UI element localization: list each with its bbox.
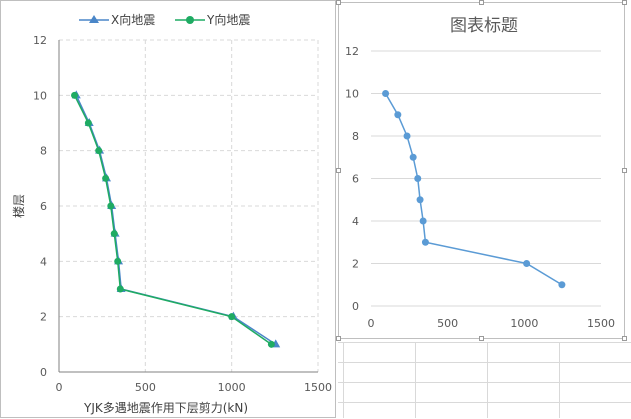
left-gridlines bbox=[58, 39, 319, 373]
legend-y-circle-icon bbox=[186, 16, 194, 24]
resize-handle[interactable] bbox=[336, 336, 341, 341]
data-point-s1-3[interactable] bbox=[102, 174, 110, 182]
data-point-s0-5[interactable] bbox=[416, 196, 424, 204]
data-point-s0-0[interactable] bbox=[382, 90, 390, 97]
resize-handle[interactable] bbox=[622, 168, 627, 173]
chart-right[interactable]: 图表标题 0 2 4 6 8 10 12 0 500 1000 1500 bbox=[338, 2, 625, 339]
sheet-gridline bbox=[338, 342, 631, 343]
data-point-s0-1[interactable] bbox=[394, 111, 402, 119]
sheet-gridline bbox=[415, 342, 416, 418]
x-axis-title: YJK多遇地震作用下层剪力(kN) bbox=[83, 400, 248, 415]
chart-title: 图表标题 bbox=[450, 16, 518, 36]
y-tick-label: 8 bbox=[352, 130, 359, 143]
y-tick-label: 6 bbox=[352, 173, 359, 186]
data-point-s1-0[interactable] bbox=[71, 91, 79, 99]
y-tick-label: 8 bbox=[40, 145, 47, 158]
resize-handle[interactable] bbox=[336, 0, 341, 5]
chart-right-svg: 图表标题 0 2 4 6 8 10 12 0 500 1000 1500 bbox=[345, 16, 615, 330]
data-point-s0-8[interactable] bbox=[523, 260, 531, 267]
x-tick-label: 1000 bbox=[218, 381, 246, 394]
resize-handle[interactable] bbox=[479, 0, 484, 5]
data-point-s0-3[interactable] bbox=[409, 153, 417, 161]
sheet-gridline bbox=[338, 362, 631, 363]
data-point-s1-7[interactable] bbox=[116, 285, 124, 293]
y-tick-label: 2 bbox=[352, 258, 359, 271]
y-tick-label: 12 bbox=[345, 45, 359, 58]
sheet-gridline bbox=[487, 342, 488, 418]
sheet-gridline bbox=[338, 402, 631, 403]
right-tick-labels: 0 2 4 6 8 10 12 0 500 1000 1500 bbox=[345, 45, 615, 330]
y-tick-label: 4 bbox=[40, 255, 47, 268]
legend-y-label: Y向地震 bbox=[206, 12, 250, 27]
data-point-s1-4[interactable] bbox=[107, 202, 115, 210]
y-tick-label: 10 bbox=[345, 88, 359, 101]
y-tick-label: 0 bbox=[40, 366, 47, 379]
data-point-s1-9[interactable] bbox=[267, 340, 275, 348]
sheet-gridline bbox=[338, 382, 631, 383]
data-point-s0-2[interactable] bbox=[403, 132, 411, 140]
data-point-s1-8[interactable] bbox=[228, 313, 236, 321]
x-tick-label: 500 bbox=[135, 381, 156, 394]
y-tick-label: 12 bbox=[33, 34, 47, 47]
data-point-s0-4[interactable] bbox=[414, 175, 422, 182]
x-tick-label: 500 bbox=[437, 317, 458, 330]
x-tick-label: 1000 bbox=[510, 317, 538, 330]
left-tick-labels: 0 2 4 6 8 10 12 0 500 1000 1500 bbox=[33, 34, 332, 394]
x-tick-label: 1500 bbox=[304, 381, 332, 394]
data-point-s1-5[interactable] bbox=[110, 230, 118, 238]
data-point-s0-7[interactable] bbox=[421, 238, 429, 246]
sheet-gridline bbox=[343, 342, 344, 418]
right-gridlines bbox=[371, 50, 601, 307]
y-tick-label: 4 bbox=[352, 215, 359, 228]
data-point-s1-1[interactable] bbox=[84, 119, 92, 127]
data-point-s0-9[interactable] bbox=[558, 281, 566, 289]
x-tick-label: 1500 bbox=[587, 317, 615, 330]
sheet-gridline bbox=[559, 342, 560, 418]
y-tick-label: 6 bbox=[40, 200, 47, 213]
legend: X向地震 Y向地震 bbox=[79, 12, 250, 27]
left-axes bbox=[58, 40, 318, 373]
resize-handle[interactable] bbox=[622, 0, 627, 5]
resize-handle[interactable] bbox=[622, 336, 627, 341]
resize-handle[interactable] bbox=[336, 168, 341, 173]
data-point-s1-2[interactable] bbox=[95, 147, 103, 155]
legend-x-label: X向地震 bbox=[111, 12, 155, 27]
chart-left[interactable]: 0 2 4 6 8 10 12 0 500 1000 1500 YJK多遇地震作用下层剪力(kN) … bbox=[0, 0, 336, 418]
series-line-0 bbox=[75, 95, 277, 345]
left-series bbox=[71, 90, 281, 348]
y-tick-label: 10 bbox=[33, 89, 47, 102]
series-line-1 bbox=[73, 94, 272, 345]
y-axis-title: 楼层 bbox=[11, 194, 26, 218]
resize-handle[interactable] bbox=[479, 336, 484, 341]
right-series bbox=[382, 90, 566, 289]
data-point-s0-6[interactable] bbox=[419, 217, 427, 225]
data-point-s1-6[interactable] bbox=[114, 257, 122, 265]
x-tick-label: 0 bbox=[56, 381, 63, 394]
series-line-0 bbox=[384, 93, 563, 286]
y-tick-label: 2 bbox=[40, 311, 47, 324]
y-tick-label: 0 bbox=[352, 300, 359, 313]
x-tick-label: 0 bbox=[368, 317, 375, 330]
legend-x-triangle-icon bbox=[89, 15, 99, 23]
